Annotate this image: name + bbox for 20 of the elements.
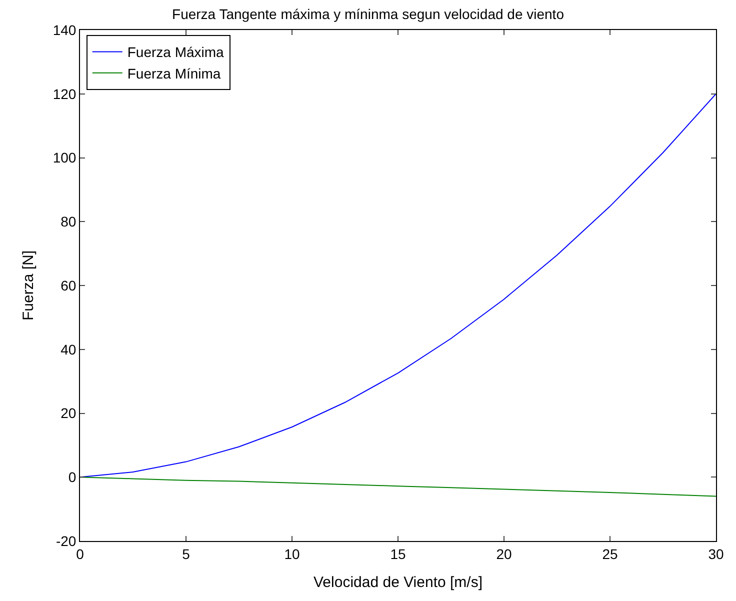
y-tick-label: 60 <box>60 277 76 294</box>
y-tick-label: 100 <box>52 150 76 166</box>
y-tick-label: 80 <box>60 214 76 230</box>
y-axis-title: Fuerza [N] <box>20 250 38 321</box>
x-axis-title: Velocidad de Viento [m/s] <box>314 574 482 591</box>
x-tick-label: 25 <box>602 546 618 562</box>
y-tick-label: 40 <box>60 341 76 358</box>
x-tick-label: 15 <box>390 546 406 562</box>
x-tick-label: 10 <box>284 546 300 562</box>
y-tick-label: 20 <box>60 405 76 422</box>
chart-title: Fuerza Tangente máxima y míninma segun velocidad de viento <box>172 6 564 22</box>
legend-label: Fuerza Máxima <box>127 44 224 60</box>
y-tick-label: 120 <box>52 86 76 102</box>
x-tick-label: 20 <box>496 546 512 562</box>
x-tick-label: 30 <box>708 546 724 562</box>
x-tick-label: 5 <box>182 546 190 562</box>
y-tick-label: -20 <box>56 532 76 549</box>
legend-label: Fuerza Mínima <box>127 65 221 82</box>
y-tick-label: 140 <box>52 22 76 38</box>
y-tick-label: 0 <box>68 469 76 486</box>
